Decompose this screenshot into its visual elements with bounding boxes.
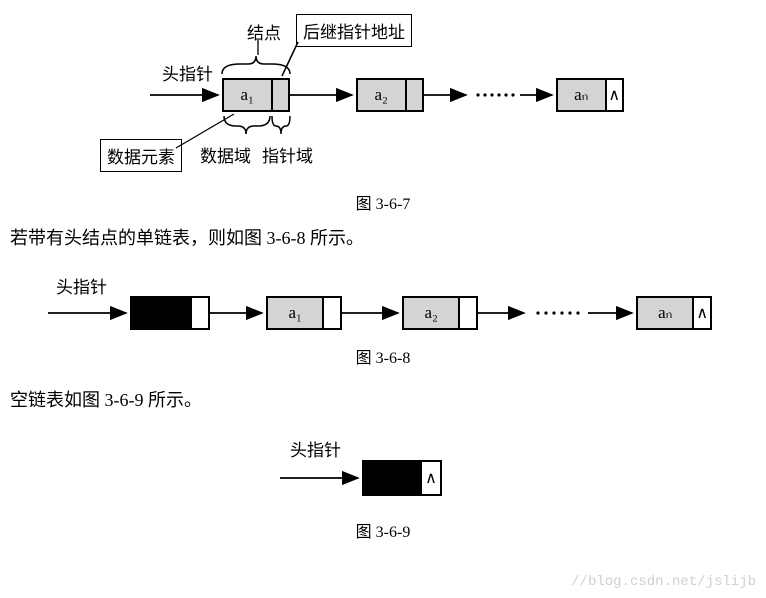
node-a2-ptr [405,80,422,110]
node-a1-368-data: a₁ [268,298,322,328]
succ-ptr-box: 后继指针地址 [296,14,412,47]
node-a2-368-ptr [458,298,476,328]
text-2: 空链表如图 3-6-9 所示。 [10,386,202,412]
watermark: //blog.csdn.net/jslijb [571,574,756,590]
node-a1-368-ptr [322,298,340,328]
node-an-367: aₙ ∧ [556,78,624,112]
data-elem-box: 数据元素 [100,139,182,172]
head-node-data [132,298,190,328]
node-an-368-data: aₙ [638,298,692,328]
node-a1-368: a₁ [266,296,342,330]
data-field-label: 数据域 [200,142,251,167]
node-an-data: aₙ [558,80,605,110]
node-an-null: ∧ [605,80,622,110]
node-a1-367: a₁ [222,78,290,112]
ptr-field-label: 指针域 [262,142,313,167]
node-an-368: aₙ ∧ [636,296,712,330]
node-an-368-null: ∧ [692,298,710,328]
caption-368: 图 3-6-8 [0,344,766,368]
caption-367: 图 3-6-7 [0,190,766,214]
head-ptr-label-368: 头指针 [56,273,107,298]
head-node-368 [130,296,210,330]
head-node-369-data [364,462,420,494]
text-1: 若带有头结点的单链表，则如图 3-6-8 所示。 [10,224,364,250]
head-node-369: ∧ [362,460,442,496]
head-node-ptr [190,298,208,328]
head-ptr-label-369: 头指针 [290,436,341,461]
node-a1-ptr [271,80,288,110]
node-a1-data: a₁ [224,80,271,110]
node-a2-data: a₂ [358,80,405,110]
caption-369: 图 3-6-9 [0,518,766,542]
node-a2-368: a₂ [402,296,478,330]
node-a2-368-data: a₂ [404,298,458,328]
node-a2-367: a₂ [356,78,424,112]
head-ptr-label-367: 头指针 [162,60,213,85]
head-node-369-null: ∧ [420,462,440,494]
node-label: 结点 [247,19,281,44]
